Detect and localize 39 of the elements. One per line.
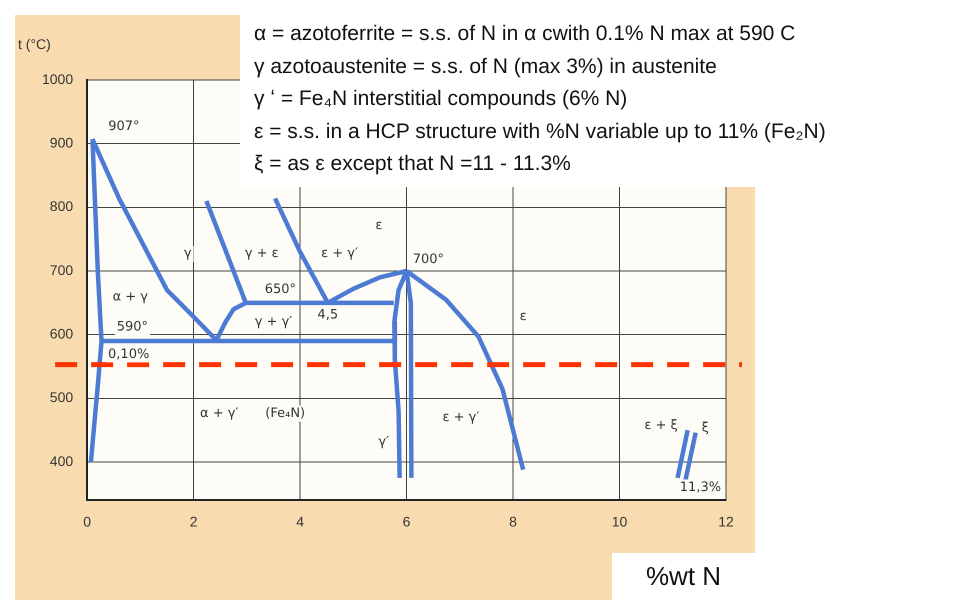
- x-axis-title: %wt N: [612, 553, 755, 600]
- annotation: (Fe₄N): [265, 406, 306, 421]
- y-tick-label: 700: [50, 262, 74, 278]
- annotation: ε: [375, 218, 382, 234]
- x-tick-label: 4: [296, 513, 304, 530]
- annotation: γ + γ′: [254, 314, 292, 330]
- annotation: ε + γ′: [321, 246, 358, 262]
- annotation: ε = s.s. in a HCP structure with %N variable up to 11% (Fe₂N): [254, 118, 827, 144]
- y-axis-title: t (°C): [18, 36, 51, 52]
- y-tick-label: 600: [50, 326, 74, 342]
- annotation: α + γ′: [200, 406, 238, 421]
- annotation: α + γ: [112, 289, 148, 304]
- annotation: 11,3%: [680, 480, 722, 495]
- annotation: 907°: [108, 118, 140, 134]
- annotation: 700°: [412, 252, 444, 267]
- x-tick-label: 6: [402, 513, 411, 530]
- y-tick-label: 1000: [42, 70, 74, 87]
- x-tick-label: 10: [612, 513, 628, 530]
- annotation: ξ: [702, 420, 709, 436]
- annotation: 590°: [116, 319, 148, 334]
- y-tick-label: 400: [50, 452, 74, 469]
- annotation: ε + ξ: [644, 418, 678, 434]
- x-tick-label: 0: [83, 513, 92, 530]
- y-tick-label: 800: [50, 198, 74, 214]
- annotation: ε: [520, 309, 527, 324]
- annotation: ξ = as ε except that N =11 - 11.3%: [254, 151, 572, 177]
- x-tick-label: 8: [509, 513, 518, 530]
- annotation: ε + γ′: [442, 410, 480, 425]
- y-tick-label: 500: [50, 389, 74, 406]
- y-tick-label: 900: [50, 134, 74, 151]
- annotation: 650°: [264, 282, 296, 297]
- annotation: γ: [184, 246, 192, 262]
- annotation: 0,10%: [108, 346, 150, 362]
- annotation: 4,5: [317, 307, 338, 322]
- x-tick-label: 12: [718, 513, 734, 530]
- x-tick-label: 2: [190, 513, 198, 530]
- annotation: γ′: [378, 434, 390, 450]
- annotation: γ ʻ = Fe₄N interstitial compounds (6% N): [254, 86, 628, 112]
- annotation: γ + ε: [244, 246, 279, 262]
